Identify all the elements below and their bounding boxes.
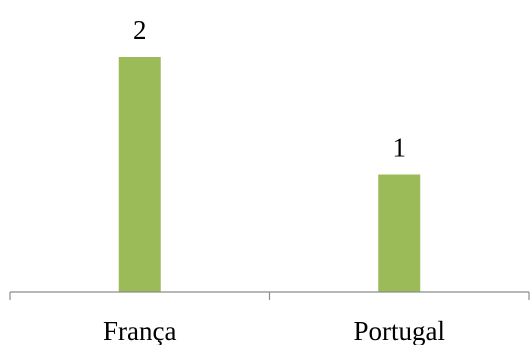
bar-value-label: 2 — [133, 15, 147, 45]
x-axis-ticks — [9, 292, 530, 300]
x-axis-category-labels: França Portugal — [103, 316, 445, 345]
bar — [378, 174, 421, 292]
category-label: Portugal — [354, 316, 446, 345]
bars-group — [118, 57, 421, 292]
x-axis: França Portugal — [9, 291, 530, 345]
bar-value-label: 1 — [393, 133, 407, 163]
bar — [118, 57, 161, 292]
data-labels-group: 21 — [133, 15, 406, 163]
plot-area: 21 — [118, 15, 421, 292]
category-label: França — [103, 316, 176, 345]
